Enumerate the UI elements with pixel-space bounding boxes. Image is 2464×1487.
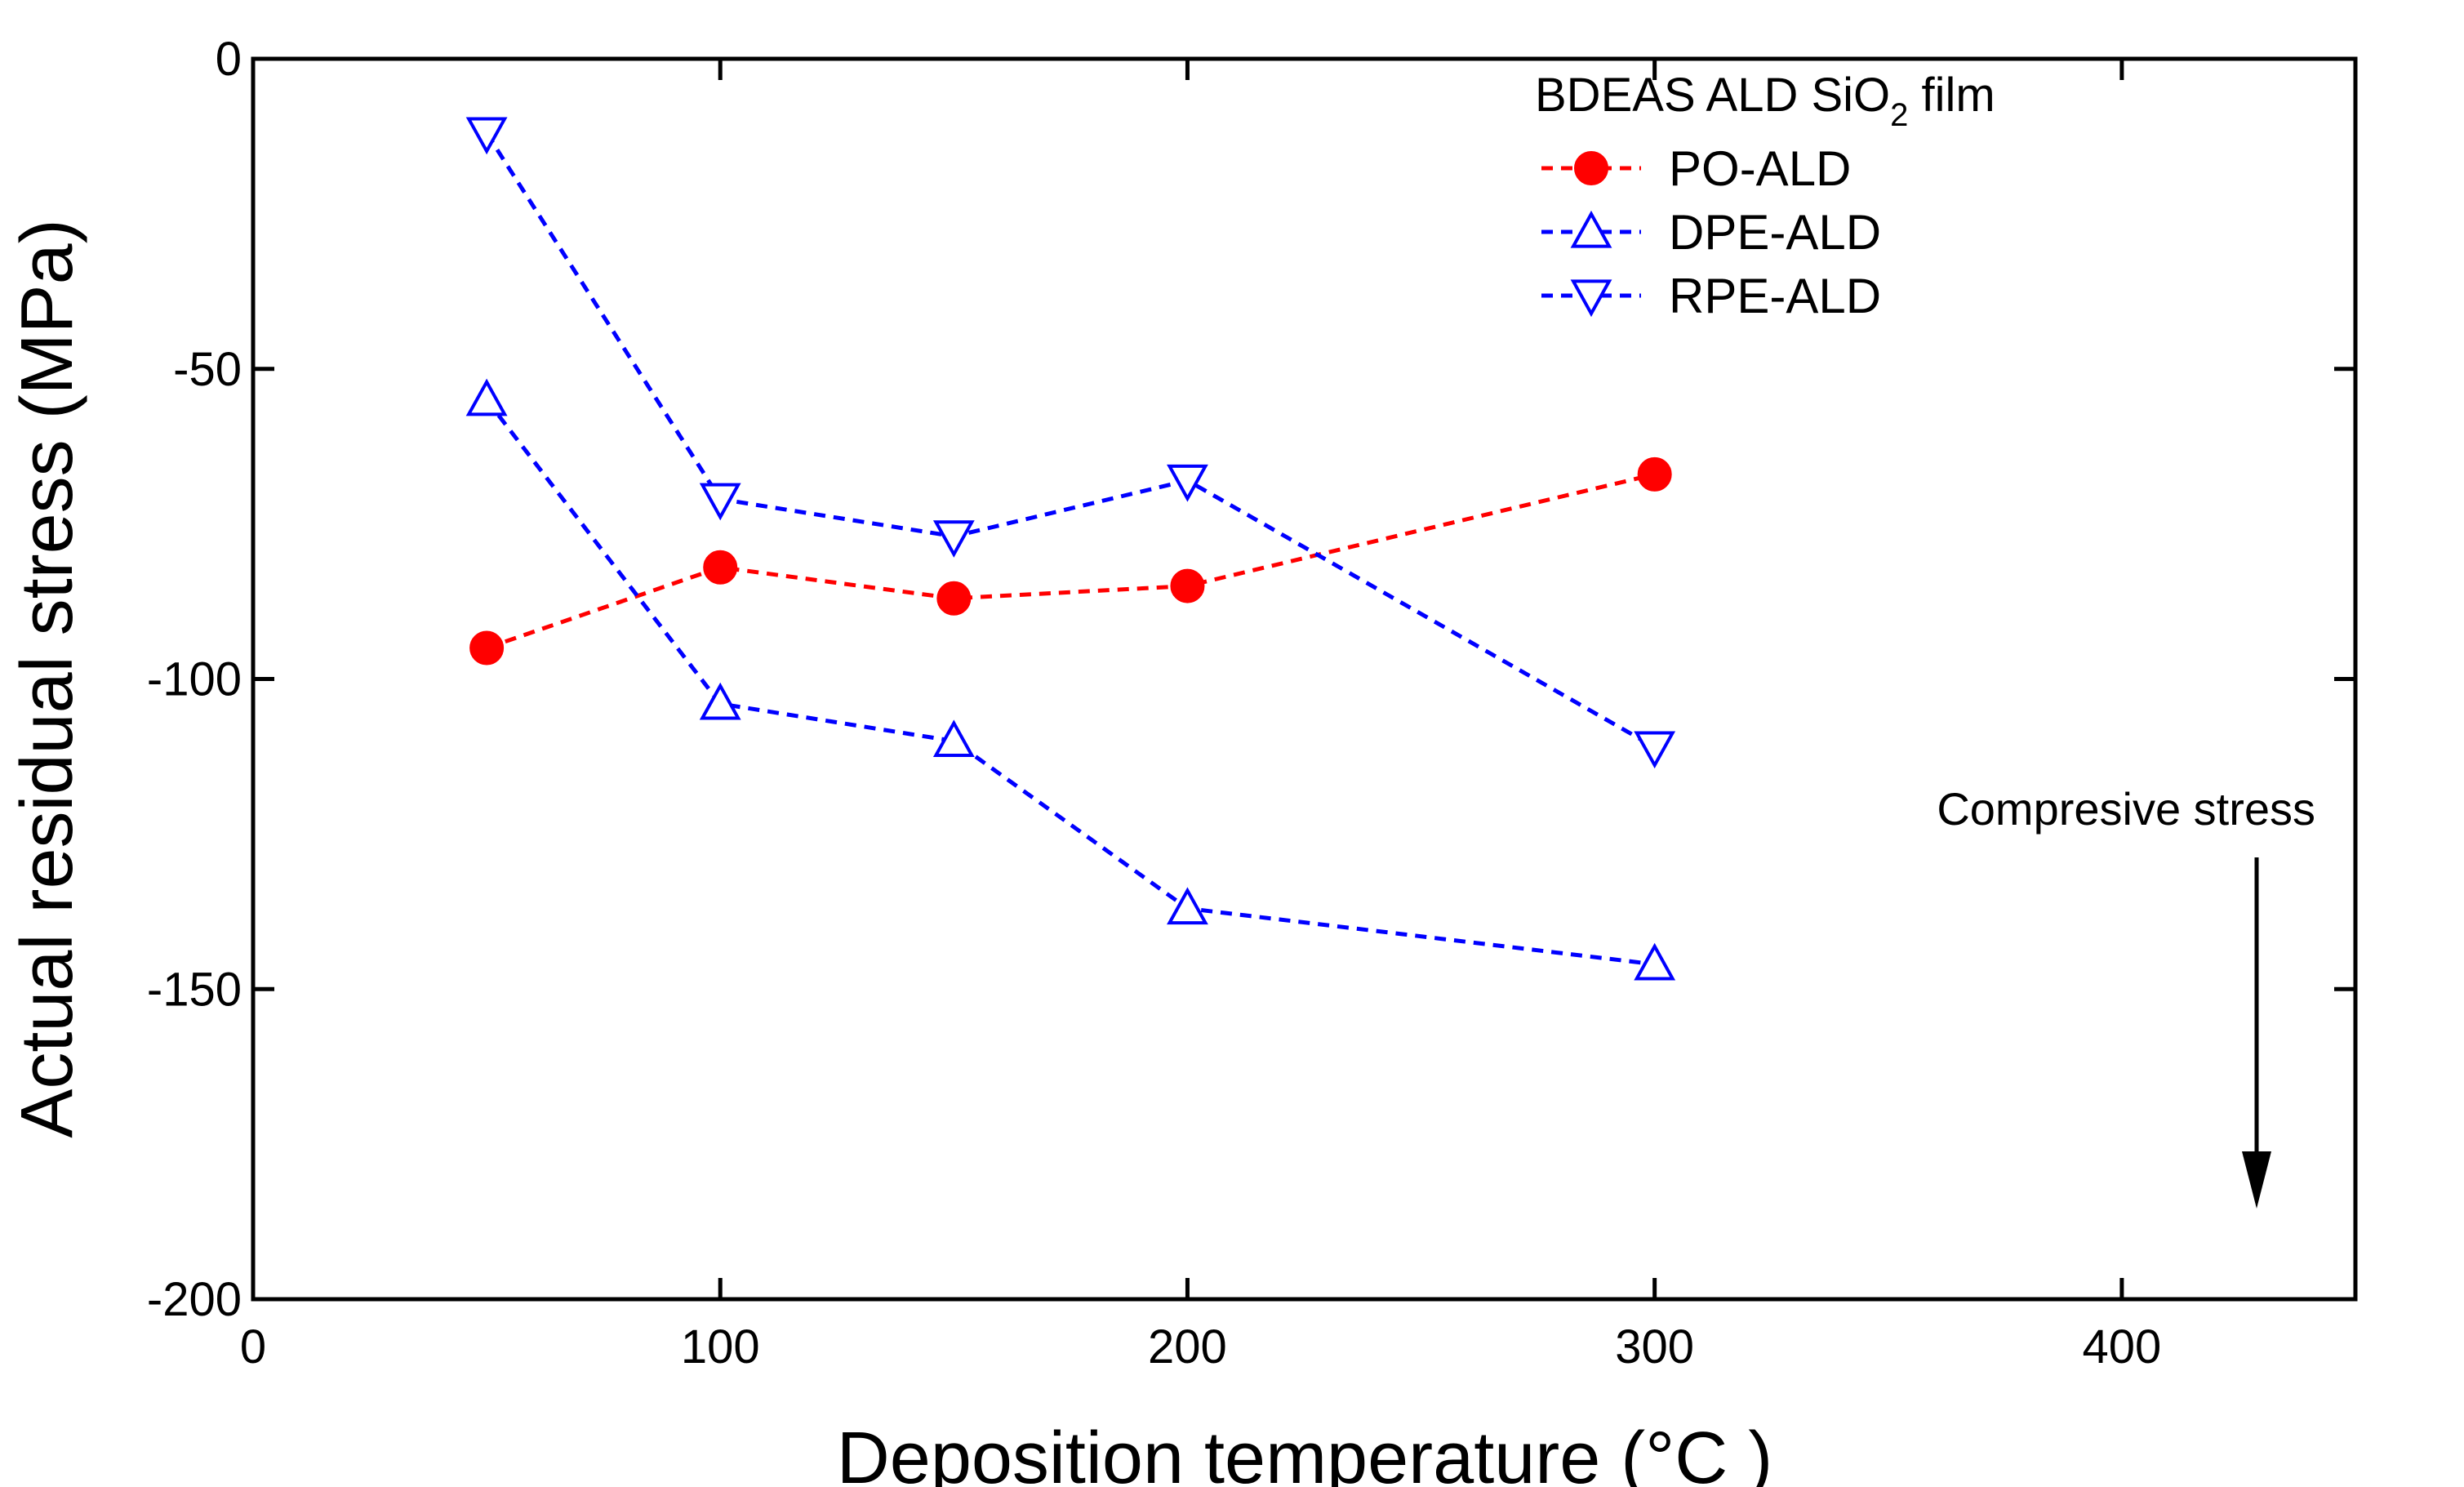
axes-layer: 0 100 200 300 400 0 -50 -100 -150 -200 — [147, 33, 2355, 1373]
y-tick-label: 0 — [216, 33, 242, 86]
legend-entry: DPE-ALD — [1541, 205, 1881, 260]
data-point — [932, 719, 975, 758]
data-point — [1167, 887, 1208, 925]
data-point — [465, 378, 508, 416]
series-line — [486, 472, 1656, 650]
data-point — [1634, 942, 1676, 981]
legend-marker — [1574, 151, 1608, 185]
legend: PO-ALD DPE-ALD RPE-ALD — [1541, 141, 1881, 323]
data-point — [936, 581, 972, 616]
legend-label: DPE-ALD — [1669, 205, 1881, 260]
y-tick-label: -100 — [147, 653, 242, 706]
data-point — [699, 483, 741, 521]
legend-entry: PO-ALD — [1541, 141, 1851, 196]
x-axis-label: Deposition temperature (°C ) — [837, 1418, 1772, 1487]
data-point — [699, 682, 741, 720]
series-po-ald — [469, 456, 1672, 666]
legend-label: RPE-ALD — [1669, 269, 1881, 323]
compressive-stress-annotation: Compresive stress — [1937, 783, 2315, 835]
data-point — [1637, 456, 1672, 492]
series-rpe-ald — [465, 117, 1676, 769]
series-line — [485, 398, 1655, 967]
plot-frame — [251, 56, 2358, 1302]
x-tick-label: 200 — [1148, 1320, 1227, 1373]
data-point — [1167, 464, 1208, 502]
y-tick-label: -50 — [173, 343, 242, 396]
x-tick-label: 100 — [681, 1320, 760, 1373]
y-tick-label: -200 — [147, 1273, 242, 1326]
x-tick-label: 300 — [1615, 1320, 1694, 1373]
y-axis-label: Actual residual stress (MPa) — [7, 219, 88, 1138]
data-point — [465, 117, 508, 155]
legend-marker — [1570, 279, 1612, 318]
compressive-stress-arrow — [2242, 857, 2271, 1209]
series-line — [485, 131, 1656, 750]
y-tick-label: -150 — [147, 963, 242, 1016]
legend-marker — [1570, 210, 1612, 248]
x-tick-label: 0 — [240, 1320, 266, 1373]
data-point — [1170, 568, 1205, 603]
series-layer — [465, 117, 1676, 981]
data-point — [932, 520, 975, 558]
series-dpe-ald — [465, 378, 1676, 981]
x-tick-label: 400 — [2082, 1320, 2161, 1373]
data-point — [1634, 731, 1676, 769]
data-point — [703, 550, 738, 585]
legend-label: PO-ALD — [1669, 141, 1851, 196]
legend-title: BDEAS ALD SiO2 film — [1535, 69, 1995, 133]
legend-entry: RPE-ALD — [1541, 269, 1881, 323]
data-point — [469, 630, 505, 666]
